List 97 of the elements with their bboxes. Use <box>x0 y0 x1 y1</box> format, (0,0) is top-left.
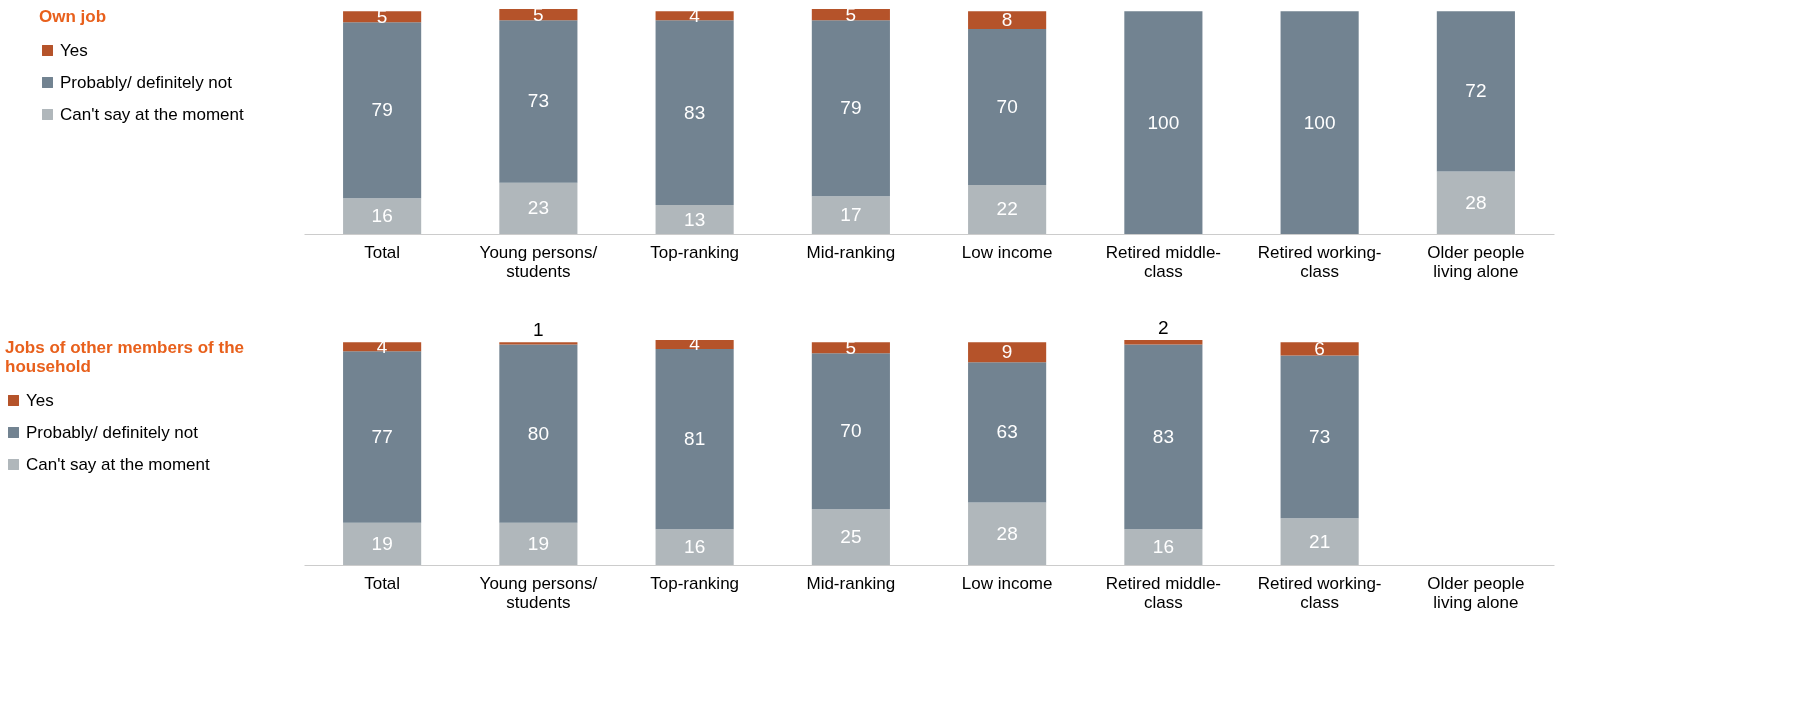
data-label: 16 <box>684 536 706 558</box>
data-label: 25 <box>840 526 862 548</box>
bar <box>1436 11 1515 172</box>
bar <box>1280 342 1359 356</box>
legend-label: Can't say at the moment <box>26 454 210 474</box>
data-label: 9 <box>1001 341 1013 363</box>
data-label: 19 <box>527 532 549 554</box>
data-label: 2 <box>1158 317 1169 338</box>
bar <box>343 522 422 565</box>
legend-title: Jobs of other members of the household <box>5 338 244 376</box>
bar <box>1124 11 1203 234</box>
x-tick-label: Total <box>364 573 401 593</box>
data-label: 23 <box>527 197 549 219</box>
x-tick-label: Low income <box>961 573 1053 593</box>
x-tick-label: Mid-ranking <box>806 242 896 262</box>
data-label: 100 <box>1303 111 1336 133</box>
data-label: 77 <box>371 425 393 447</box>
x-tick-label: Young persons/ students <box>479 242 598 281</box>
data-label: 70 <box>840 420 862 442</box>
data-label: 21 <box>1309 530 1331 552</box>
x-tick-label: Retired working-class <box>1257 573 1382 612</box>
data-label: 16 <box>1152 536 1174 558</box>
bar <box>811 342 890 354</box>
legend-label: Probably/ definitely not <box>60 72 233 92</box>
bar <box>968 342 1047 363</box>
bar <box>1436 171 1515 234</box>
x-tick-label: Young persons/ students <box>479 573 598 612</box>
bar <box>811 20 890 197</box>
data-label: 72 <box>1465 80 1487 102</box>
data-label: 79 <box>371 99 393 121</box>
data-label: 100 <box>1147 111 1180 133</box>
bar <box>499 342 578 345</box>
bar <box>655 205 734 234</box>
x-tick-label: Mid-ranking <box>806 573 896 593</box>
data-label: 28 <box>1465 191 1487 213</box>
bar <box>1124 529 1203 565</box>
data-label: 81 <box>684 428 706 450</box>
bar <box>343 22 422 199</box>
legend-title: Own job <box>39 7 107 26</box>
bar <box>343 198 422 234</box>
data-label: 83 <box>1152 425 1174 447</box>
data-label: 1 <box>533 319 544 341</box>
x-tick-label: Top-ranking <box>650 242 740 262</box>
bar <box>1124 344 1203 530</box>
data-label: 70 <box>996 96 1018 118</box>
data-label: 17 <box>840 204 862 226</box>
x-tick-label: Low income <box>961 242 1053 262</box>
bar <box>968 502 1047 565</box>
x-tick-label: Top-ranking <box>650 573 740 593</box>
data-label: 28 <box>996 522 1018 544</box>
bar <box>499 522 578 565</box>
data-label: 22 <box>996 198 1018 220</box>
bar <box>343 351 422 523</box>
bar <box>499 9 578 21</box>
data-label: 6 <box>1314 337 1325 359</box>
bar <box>1280 518 1359 565</box>
x-tick-label: Retired middle-class <box>1105 573 1222 612</box>
legend-label: Yes <box>60 40 88 60</box>
legend-label: Can't say at the moment <box>60 104 244 124</box>
data-label: 73 <box>527 90 549 112</box>
bar <box>655 340 734 349</box>
data-label: 19 <box>371 532 393 554</box>
bar <box>655 20 734 206</box>
x-tick-label: Older people living alone <box>1427 573 1525 612</box>
bar <box>655 529 734 565</box>
data-label: 13 <box>684 208 706 230</box>
x-tick-label: Older people living alone <box>1427 242 1525 281</box>
data-label: 80 <box>527 422 549 444</box>
bar <box>968 11 1047 30</box>
bar <box>343 342 422 352</box>
bar <box>811 509 890 565</box>
x-tick-label: Total <box>364 242 401 262</box>
bar <box>1280 355 1359 519</box>
bar <box>1280 11 1359 234</box>
legend-label: Yes <box>26 390 54 410</box>
x-tick-label: Retired working-class <box>1257 242 1382 281</box>
bar <box>811 9 890 21</box>
bar <box>811 196 890 234</box>
data-label: 83 <box>684 101 706 123</box>
bar <box>1124 340 1203 345</box>
bar <box>499 20 578 183</box>
x-tick-label: Retired middle-class <box>1105 242 1222 281</box>
bar <box>499 344 578 523</box>
data-label: 73 <box>1309 425 1331 447</box>
data-label: 79 <box>840 97 862 119</box>
bar <box>968 184 1047 234</box>
data-label: 16 <box>371 205 393 227</box>
bar <box>968 362 1047 503</box>
legend-label: Probably/ definitely not <box>26 422 199 442</box>
bar <box>343 11 422 23</box>
bar <box>811 353 890 510</box>
data-label: 8 <box>1001 9 1013 31</box>
bar <box>499 182 578 234</box>
data-label: 63 <box>996 421 1018 443</box>
bar <box>655 348 734 530</box>
bar <box>655 11 734 21</box>
bar <box>968 29 1047 185</box>
